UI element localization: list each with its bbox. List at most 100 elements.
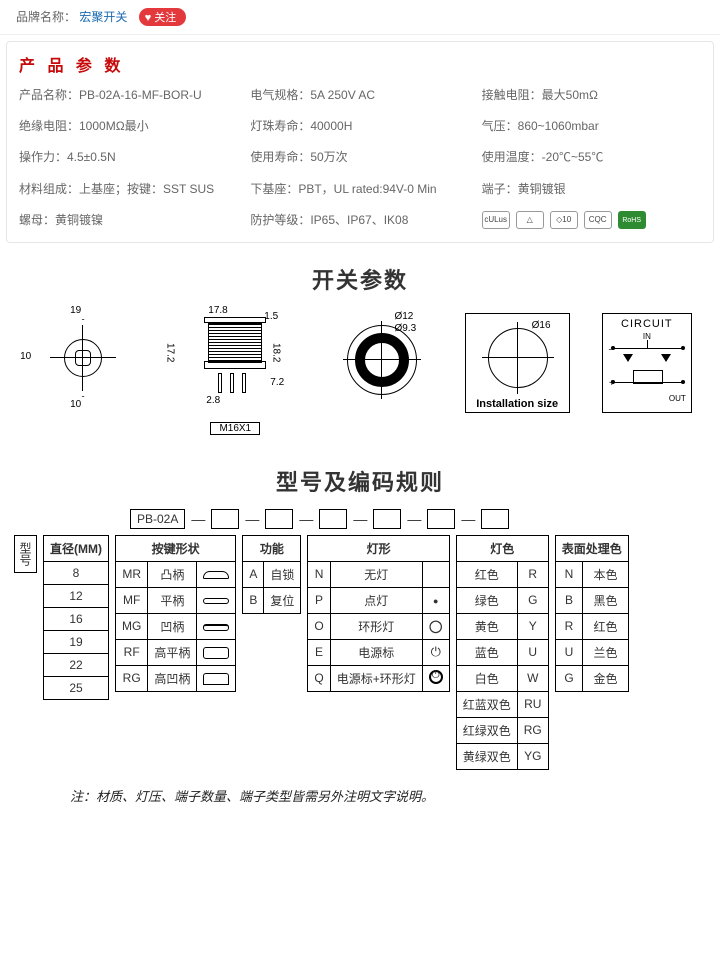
product-params: 产 品 参 数 产品名称：PB-02A-16-MF-BOR-U 电气规格：5A …	[6, 41, 714, 243]
table-cell: O	[308, 613, 330, 639]
table-cell: 平柄	[148, 587, 197, 613]
table-cell: 8	[44, 561, 109, 584]
dim-label: 2.8	[206, 395, 220, 406]
lamp-color-table: 灯色 红色R 绿色G 黄色Y 蓝色U 白色W 红蓝双色RU 红绿双色RG 黄绿双…	[456, 535, 549, 770]
table-cell: 金色	[583, 665, 629, 691]
centerline	[343, 359, 421, 360]
circuit-title: CIRCUIT	[603, 318, 691, 330]
dash-icon: —	[191, 511, 205, 527]
table-cell: 高凹柄	[148, 665, 197, 691]
table-cell: 无灯	[330, 561, 422, 587]
side-pin	[230, 373, 234, 393]
param-cell: 绝缘电阻：1000MΩ最小	[19, 117, 238, 136]
params-grid: 产品名称：PB-02A-16-MF-BOR-U 电气规格：5A 250V AC …	[19, 86, 701, 230]
centerline	[82, 325, 83, 391]
dim-label: M16X1	[210, 422, 260, 435]
table-cell: 本色	[583, 561, 629, 587]
table-cell: 绿色	[456, 587, 517, 613]
lamp-icon	[422, 561, 449, 587]
table-cell: MF	[116, 587, 148, 613]
table-cell: A	[243, 561, 264, 587]
table-cell: RG	[116, 665, 148, 691]
param-cell: 使用温度：-20℃~55℃	[482, 148, 701, 167]
diagram-side: 17.8 1.5 17.2 18.2 7.2 2.8 M16X1	[170, 307, 300, 435]
table-header: 按键形状	[116, 535, 236, 561]
function-table: 功能 A自锁 B复位	[242, 535, 301, 614]
coding-wrap: PB-02A — — — — — — 型号 直径(MM) 8 12 16 19 …	[0, 509, 720, 815]
table-cell: R	[555, 613, 582, 639]
table-cell: 19	[44, 630, 109, 653]
diagram-row: 19 10 10 17.8 1.5 17.2 18.2 7.2 2.8 M16X…	[0, 307, 720, 445]
lamp-table: 灯形 N无灯 P点灯 O环形灯 E电源标 Q电源标+环形灯	[307, 535, 449, 692]
cert-icon: cULus	[482, 211, 510, 229]
brand-link[interactable]: 宏聚开关	[79, 10, 127, 24]
param-cell: 气压：860~1060mbar	[482, 117, 701, 136]
table-cell: B	[243, 587, 264, 613]
table-cell: 凹柄	[148, 613, 197, 639]
lamp-icon	[422, 587, 449, 613]
diameter-table: 直径(MM) 8 12 16 19 22 25	[43, 535, 109, 700]
code-box	[481, 509, 509, 529]
table-cell: E	[308, 639, 330, 665]
table-cell: RU	[517, 691, 548, 717]
top-bar: 品牌名称： 宏聚开关 ♥ 关注	[0, 0, 720, 35]
code-base: PB-02A	[130, 509, 185, 529]
param-cell: 灯珠寿命：40000H	[250, 117, 469, 136]
tables-row: 型号 直径(MM) 8 12 16 19 22 25 按键形状 MR凸柄 MF平…	[10, 535, 710, 770]
dim-label: 10	[70, 399, 81, 410]
shape-icon	[197, 561, 236, 587]
table-cell: 蓝色	[456, 639, 517, 665]
table-cell: 高平柄	[148, 639, 197, 665]
switch-symbol	[633, 370, 663, 384]
table-cell: N	[555, 561, 582, 587]
table-cell: Y	[517, 613, 548, 639]
shape-icon	[197, 613, 236, 639]
section-title-switch: 开关参数	[0, 263, 720, 295]
plus-icon: +	[609, 378, 615, 389]
table-cell: 复位	[264, 587, 301, 613]
shape-table: 按键形状 MR凸柄 MF平柄 MG凹柄 RF高平柄 RG高凹柄	[115, 535, 236, 692]
table-cell: 22	[44, 653, 109, 676]
table-header: 功能	[243, 535, 301, 561]
table-cell: MR	[116, 561, 148, 587]
follow-button[interactable]: ♥ 关注	[139, 8, 187, 26]
code-box	[265, 509, 293, 529]
code-line: PB-02A — — — — — —	[130, 509, 710, 529]
code-box	[373, 509, 401, 529]
brand-label: 品牌名称：	[16, 10, 76, 24]
table-cell: W	[517, 665, 548, 691]
table-cell: 12	[44, 584, 109, 607]
table-header: 灯形	[308, 535, 449, 561]
table-cell: Q	[308, 665, 330, 691]
shape-icon	[197, 639, 236, 665]
table-cell: MG	[116, 613, 148, 639]
circuit-line	[613, 348, 683, 349]
param-cell: 材料组成：上基座；按键：SST SUS	[19, 180, 238, 199]
dim-label: 10	[20, 351, 31, 362]
centerline	[381, 321, 382, 399]
centerline	[50, 357, 116, 358]
dash-icon: —	[299, 511, 313, 527]
dash-icon: —	[407, 511, 421, 527]
model-header: 型号	[14, 535, 37, 573]
table-cell: 黑色	[583, 587, 629, 613]
dash-icon: —	[245, 511, 259, 527]
code-box	[427, 509, 455, 529]
table-cell: N	[308, 561, 330, 587]
table-cell: 兰色	[583, 639, 629, 665]
install-label: Installation size	[466, 398, 569, 410]
cert-icon: ◇10	[550, 211, 578, 229]
led-icon	[661, 354, 671, 362]
table-cell: 黄绿双色	[456, 743, 517, 769]
cert-row: cULus △ ◇10 CQC RoHS	[482, 211, 701, 230]
table-cell: 凸柄	[148, 561, 197, 587]
table-cell: RG	[517, 717, 548, 743]
code-box	[319, 509, 347, 529]
table-cell: G	[555, 665, 582, 691]
lamp-icon	[422, 639, 449, 665]
centerline	[517, 322, 518, 394]
table-cell: G	[517, 587, 548, 613]
dim-label: 17.8	[208, 305, 227, 316]
dim-label: 19	[70, 305, 81, 316]
circuit-node	[681, 380, 685, 384]
